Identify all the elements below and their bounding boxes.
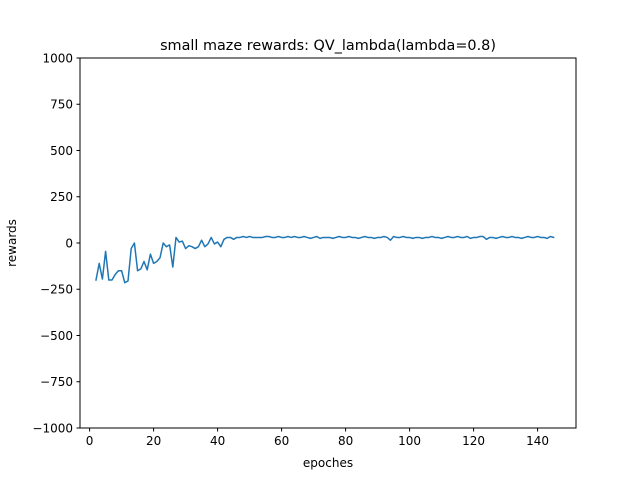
- y-tick-label: −250: [40, 283, 73, 297]
- plot-area: [95, 235, 555, 284]
- y-tick-label: −750: [40, 375, 73, 389]
- y-tick-label: 500: [50, 144, 73, 158]
- axes-frame: [79, 57, 577, 429]
- x-axis-label: epoches: [303, 456, 353, 470]
- x-tick-label: 80: [338, 434, 353, 448]
- x-tick-label: 40: [210, 434, 225, 448]
- y-tick-label: −1000: [32, 421, 73, 435]
- x-tick-label: 0: [86, 434, 94, 448]
- x-tick-label: 140: [526, 434, 549, 448]
- y-tick-label: 0: [65, 236, 73, 250]
- y-tick-label: −500: [40, 329, 73, 343]
- x-tick-label: 120: [462, 434, 485, 448]
- x-axis: 0 20 40 60 80 100 120 140: [86, 428, 549, 448]
- y-tick-label: 250: [50, 190, 73, 204]
- x-tick-label: 20: [146, 434, 161, 448]
- y-axis-label: rewards: [5, 219, 19, 267]
- y-tick-label: 1000: [42, 51, 73, 65]
- chart-title: small maze rewards: QV_lambda(lambda=0.8…: [160, 38, 496, 54]
- x-tick-label: 100: [398, 434, 421, 448]
- y-tick-label: 750: [50, 98, 73, 112]
- y-axis: −1000 −750 −500 −250 0 250 500 750 1000: [32, 51, 80, 435]
- rewards-series-line: [95, 235, 555, 284]
- x-tick-label: 60: [274, 434, 289, 448]
